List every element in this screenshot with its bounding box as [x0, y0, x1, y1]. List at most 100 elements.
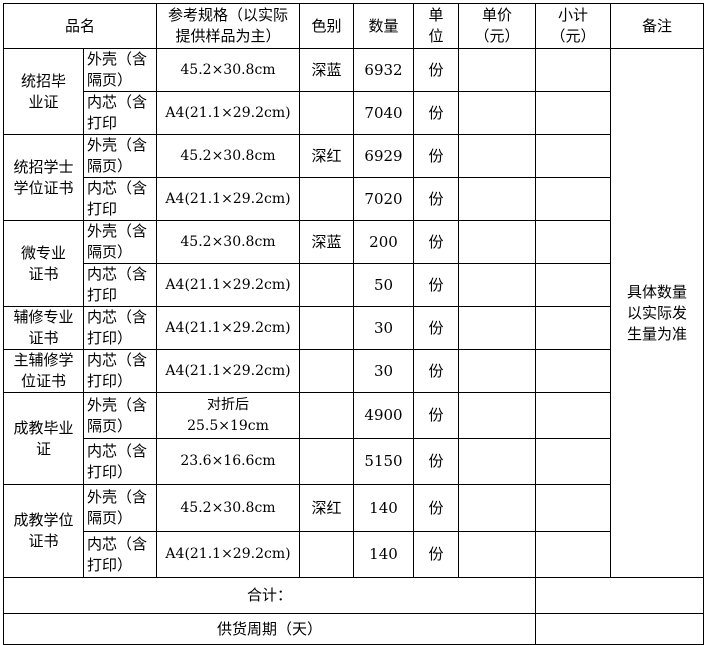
item-name: 统招毕 业证 [3, 48, 84, 135]
table-row: 辅修专业 证书 内芯（含 打印） A4(21.1×29.2cm) 30 份 [3, 306, 704, 350]
item-price[interactable] [458, 263, 536, 307]
item-unit: 份 [413, 531, 459, 578]
item-qty: 140 [353, 484, 414, 532]
item-subtotal[interactable] [535, 263, 611, 307]
table-row: 主辅修学 位证书 内芯（含 打印） A4(21.1×29.2cm) 30 份 [3, 349, 704, 393]
quotation-table: 品名 参考规格（以实际 提供样品为主） 色别 数量 单 位 单价 （元） 小计 … [3, 3, 704, 645]
item-subtotal[interactable] [535, 392, 611, 439]
item-price[interactable] [458, 531, 536, 578]
item-unit: 份 [413, 438, 459, 485]
item-part: 外壳（含 隔页） [83, 134, 157, 178]
item-name: 成教毕业 证 [3, 392, 84, 485]
item-name: 辅修专业 证书 [3, 306, 84, 350]
item-unit: 份 [413, 48, 459, 92]
total-value[interactable] [535, 577, 704, 614]
item-spec: A4(21.1×29.2cm) [156, 531, 300, 578]
item-qty: 30 [353, 349, 414, 393]
item-price[interactable] [458, 392, 536, 439]
table-row: 内芯（含 打印 A4(21.1×29.2cm) 7020 份 [4, 177, 704, 221]
item-subtotal[interactable] [535, 306, 611, 350]
table-row: 内芯（含 打印） 23.6×16.6cm 5150 份 [4, 438, 704, 485]
header-remark: 备注 [610, 3, 704, 49]
header-qty: 数量 [353, 3, 414, 49]
item-unit: 份 [413, 349, 459, 393]
item-color [299, 306, 354, 350]
item-name: 微专业 证书 [3, 220, 84, 307]
item-price[interactable] [458, 306, 536, 350]
item-qty: 200 [353, 220, 414, 264]
item-subtotal[interactable] [535, 220, 611, 264]
table-row: 统招毕 业证 外壳（含 隔页） 45.2×30.8cm 深蓝 6932 份具体数量 以实际… [3, 48, 704, 578]
item-price[interactable] [458, 134, 536, 178]
item-unit: 份 [413, 134, 459, 178]
item-qty: 5150 [353, 438, 414, 485]
total-label: 合计： [3, 577, 536, 614]
table-row: 成教学位 证书 外壳（含 隔页） 45.2×30.8cm 深红 140 份 [3, 484, 704, 578]
header-spec: 参考规格（以实际 提供样品为主） [156, 3, 300, 49]
item-subtotal[interactable] [535, 134, 611, 178]
item-color [299, 263, 354, 307]
table-row: 内芯（含 打印 A4(21.1×29.2cm) 50 份 [4, 263, 704, 307]
item-part: 外壳（含 隔页） [83, 484, 157, 532]
item-price[interactable] [458, 438, 536, 485]
item-qty: 30 [353, 306, 414, 350]
item-name: 成教学位 证书 [3, 484, 84, 578]
item-spec: 对折后 25.5×19cm [156, 392, 300, 439]
item-part: 内芯（含 打印 [83, 91, 157, 135]
item-part: 内芯（含 打印） [83, 306, 157, 350]
item-color: 深红 [299, 484, 354, 532]
item-qty: 7020 [353, 177, 414, 221]
item-price[interactable] [458, 91, 536, 135]
item-color [299, 91, 354, 135]
header-price: 单价 （元） [458, 3, 536, 49]
item-color [299, 177, 354, 221]
item-unit: 份 [413, 484, 459, 532]
item-part: 外壳（含 隔页） [83, 48, 157, 92]
item-subtotal[interactable] [535, 349, 611, 393]
item-color: 深蓝 [299, 220, 354, 264]
item-subtotal[interactable] [535, 177, 611, 221]
item-spec: A4(21.1×29.2cm) [156, 263, 300, 307]
item-subtotal[interactable] [535, 484, 611, 532]
item-spec: 23.6×16.6cm [156, 438, 300, 485]
item-price[interactable] [458, 484, 536, 532]
item-subtotal[interactable] [535, 531, 611, 578]
item-spec: 45.2×30.8cm [156, 484, 300, 532]
item-name: 统招学士 学位证书 [3, 134, 84, 221]
item-price[interactable] [458, 349, 536, 393]
header-color: 色别 [299, 3, 354, 49]
item-qty: 7040 [353, 91, 414, 135]
remark-cell: 具体数量 以实际发 生量为准 [610, 48, 704, 578]
item-unit: 份 [413, 306, 459, 350]
item-price[interactable] [458, 48, 536, 92]
item-spec: 45.2×30.8cm [156, 48, 300, 92]
table-row: 微专业 证书 外壳（含 隔页） 45.2×30.8cm 深蓝 200 份 [3, 220, 704, 307]
item-qty: 140 [353, 531, 414, 578]
header-row: 品名 参考规格（以实际 提供样品为主） 色别 数量 单 位 单价 （元） 小计 … [3, 3, 704, 49]
item-spec: 45.2×30.8cm [156, 220, 300, 264]
item-color: 深红 [299, 134, 354, 178]
item-unit: 份 [413, 220, 459, 264]
item-part: 内芯（含 打印 [83, 177, 157, 221]
item-price[interactable] [458, 220, 536, 264]
item-part: 外壳（含 隔页） [83, 220, 157, 264]
table-row: 内芯（含 打印） A4(21.1×29.2cm) 140 份 [4, 531, 704, 578]
header-unit: 单 位 [413, 3, 459, 49]
item-spec: A4(21.1×29.2cm) [156, 177, 300, 221]
item-color [299, 349, 354, 393]
item-spec: A4(21.1×29.2cm) [156, 91, 300, 135]
item-qty: 4900 [353, 392, 414, 439]
item-unit: 份 [413, 392, 459, 439]
item-color [299, 531, 354, 578]
item-price[interactable] [458, 177, 536, 221]
item-unit: 份 [413, 263, 459, 307]
table-row: 内芯（含 打印 A4(21.1×29.2cm) 7040 份 [4, 91, 704, 135]
table-row: 成教毕业 证外壳（含 隔页） 对折后 25.5×19cm 4900 份 [3, 392, 704, 485]
item-subtotal[interactable] [535, 48, 611, 92]
item-color [299, 438, 354, 485]
item-part: 内芯（含 打印） [83, 531, 157, 578]
header-name: 品名 [3, 3, 157, 49]
item-subtotal[interactable] [535, 438, 611, 485]
total-row: 合计： [3, 577, 704, 614]
item-subtotal[interactable] [535, 91, 611, 135]
